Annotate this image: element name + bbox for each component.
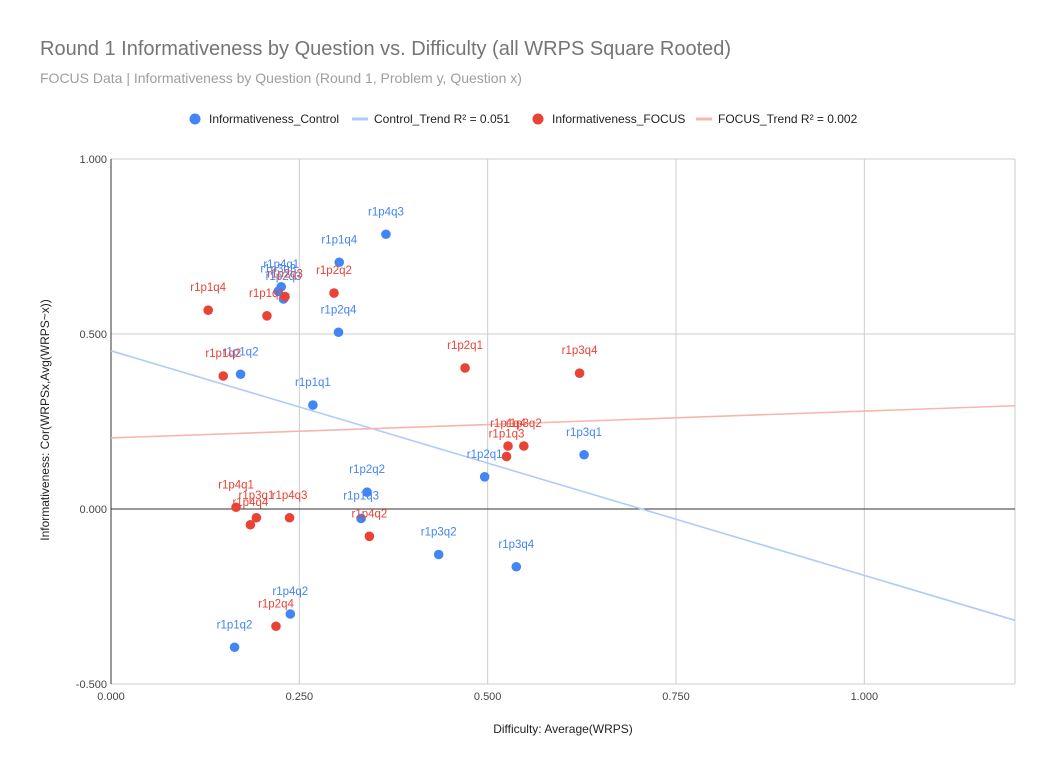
legend: Informativeness_Control Control_Trend R² … <box>189 112 858 126</box>
data-point <box>433 549 444 560</box>
x-axis-title: Difficulty: Average(WRPS) <box>493 722 633 736</box>
data-point <box>579 449 589 460</box>
data-point <box>203 305 213 316</box>
data-label: r1p1q3 <box>343 490 379 502</box>
data-point <box>460 363 470 373</box>
chart-title: Round 1 Informativeness by Question vs. … <box>40 38 732 60</box>
data-label: r1p2q3 <box>266 271 302 283</box>
data-label: r1p3q1 <box>566 427 602 439</box>
data-point <box>333 327 344 338</box>
tick-labels: 0.000 0.250 0.500 0.750 1.000 1.000 0.500 0.000… <box>76 154 878 703</box>
data-point <box>284 512 295 523</box>
data-point <box>262 311 272 321</box>
y-tick-label: -0.500 <box>76 679 107 691</box>
data-label: r1p2q1 <box>447 340 483 352</box>
data-label: r1p3q4 <box>562 345 598 357</box>
data-point <box>362 487 372 498</box>
data-label: r1p3q2 <box>506 418 542 430</box>
data-label: r1p4q3 <box>368 206 404 218</box>
x-tick-label: 1.000 <box>851 691 879 703</box>
data-label: r1p3q1 <box>238 490 274 502</box>
data-point <box>511 561 522 572</box>
data-point <box>519 441 529 451</box>
legend-marker <box>189 113 201 125</box>
x-tick-label: 0.750 <box>662 691 690 703</box>
data-point <box>381 229 391 240</box>
data-point <box>271 621 281 632</box>
y-axis-title: Informativeness: Cor(WRPSx,Avg(WRPS~x)) <box>38 299 52 541</box>
data-point <box>280 291 290 302</box>
grid <box>110 158 1016 685</box>
data-point <box>245 519 256 530</box>
data-label: r1p3q4 <box>498 539 534 551</box>
data-label: r1p2q3 <box>267 269 303 281</box>
trend-lines <box>110 350 1016 622</box>
data-label: r1p1q1 <box>295 377 331 389</box>
data-point <box>218 371 229 381</box>
data-label: r1p2q1 <box>467 449 503 461</box>
data-point <box>334 257 345 268</box>
data-label: r1p2q4 <box>321 304 357 316</box>
data-point <box>229 642 240 653</box>
data-label: r1p4q3 <box>272 490 308 502</box>
data-point <box>329 288 339 298</box>
data-label: r1p4q1 <box>263 259 299 271</box>
data-label: r1p1q3 <box>489 429 525 441</box>
data-point <box>308 400 318 410</box>
data-point <box>574 368 585 379</box>
data-point <box>285 609 296 619</box>
data-label: r1p4q1 <box>218 479 254 491</box>
data-points <box>203 229 589 653</box>
data-label: r1p1q1 <box>249 288 285 300</box>
data-label: r1p1q4 <box>190 282 226 294</box>
data-label: r1p2q2 <box>316 265 352 277</box>
chart-subtitle: FOCUS Data | Informativeness by Question… <box>40 70 522 86</box>
data-point <box>235 369 246 380</box>
data-label: r1p4q4 <box>232 497 268 509</box>
trend-line <box>110 404 1016 439</box>
legend-label: Informativeness_Control <box>209 112 339 126</box>
y-tick-label: 0.000 <box>79 504 107 516</box>
data-point <box>251 512 262 523</box>
data-labels: r1p4q3r1p1q4r1p4q1r1p3q3r1p2q3r1p2q4r1p1… <box>190 206 602 631</box>
y-tick-label: 1.000 <box>79 154 107 166</box>
data-label: r1p1q4 <box>321 234 357 246</box>
data-label: r1p2q2 <box>349 464 385 476</box>
data-point <box>273 286 284 297</box>
data-point <box>479 472 490 482</box>
data-point <box>231 502 241 513</box>
data-label: r1p4q2 <box>272 586 308 598</box>
legend-label: Informativeness_FOCUS <box>552 112 685 126</box>
legend-label: Control_Trend R² = 0.051 <box>374 112 510 126</box>
data-label: r1p3q2 <box>421 527 457 539</box>
data-label: r1p2q4 <box>258 598 294 610</box>
data-label: r1p1q2 <box>205 348 241 360</box>
trend-line <box>110 350 1016 622</box>
data-label: r1p4q2 <box>351 508 387 520</box>
data-label: r1p3q3 <box>260 263 296 275</box>
data-point <box>501 451 512 462</box>
data-label: r1p1q2 <box>217 619 253 631</box>
x-tick-label: 0.250 <box>286 691 314 703</box>
data-point <box>356 513 366 524</box>
data-label: r1p1q4 <box>490 418 526 430</box>
data-point <box>503 441 513 451</box>
data-label: r1p1q2 <box>223 346 259 358</box>
x-tick-label: 0.500 <box>474 691 502 703</box>
legend-label: FOCUS_Trend R² = 0.002 <box>718 112 858 126</box>
data-point <box>364 531 375 542</box>
x-tick-label: 0.000 <box>97 691 125 703</box>
legend-marker <box>532 113 544 125</box>
y-tick-label: 0.500 <box>79 329 107 341</box>
